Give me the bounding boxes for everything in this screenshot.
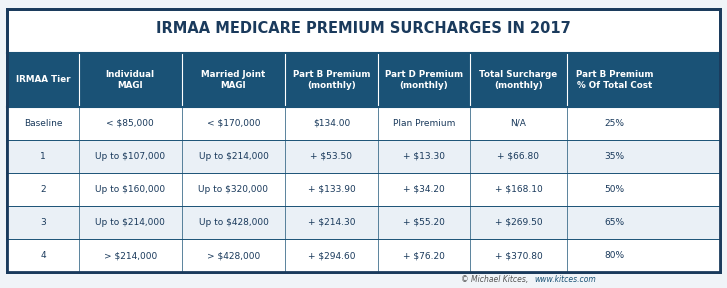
Text: 1: 1 bbox=[40, 152, 46, 161]
Text: www.kitces.com: www.kitces.com bbox=[534, 275, 596, 285]
Text: Up to $320,000: Up to $320,000 bbox=[198, 185, 268, 194]
Text: 3: 3 bbox=[40, 218, 46, 227]
Text: 65%: 65% bbox=[605, 218, 624, 227]
Text: + $294.60: + $294.60 bbox=[308, 251, 356, 260]
Text: 50%: 50% bbox=[605, 185, 624, 194]
Text: Individual
MAGI: Individual MAGI bbox=[105, 70, 155, 90]
Text: Baseline: Baseline bbox=[24, 119, 62, 128]
Text: 25%: 25% bbox=[605, 119, 624, 128]
Text: 80%: 80% bbox=[605, 251, 624, 260]
Text: 35%: 35% bbox=[605, 152, 624, 161]
Text: Total Surcharge
(monthly): Total Surcharge (monthly) bbox=[479, 70, 558, 90]
Text: Married Joint
MAGI: Married Joint MAGI bbox=[201, 70, 265, 90]
Text: Part D Premium
(monthly): Part D Premium (monthly) bbox=[385, 70, 463, 90]
FancyBboxPatch shape bbox=[7, 239, 720, 272]
FancyBboxPatch shape bbox=[7, 107, 720, 140]
Text: Up to $214,000: Up to $214,000 bbox=[95, 218, 165, 227]
Text: Up to $107,000: Up to $107,000 bbox=[95, 152, 165, 161]
Text: + $214.30: + $214.30 bbox=[308, 218, 356, 227]
Text: + $370.80: + $370.80 bbox=[494, 251, 542, 260]
Text: © Michael Kitces,: © Michael Kitces, bbox=[461, 275, 531, 285]
Text: + $53.50: + $53.50 bbox=[310, 152, 353, 161]
Text: $134.00: $134.00 bbox=[313, 119, 350, 128]
Text: Part B Premium
% Of Total Cost: Part B Premium % Of Total Cost bbox=[576, 70, 654, 90]
Text: + $34.20: + $34.20 bbox=[403, 185, 445, 194]
Text: N/A: N/A bbox=[510, 119, 526, 128]
Text: + $168.10: + $168.10 bbox=[494, 185, 542, 194]
Text: + $76.20: + $76.20 bbox=[403, 251, 445, 260]
Text: 4: 4 bbox=[40, 251, 46, 260]
Text: < $170,000: < $170,000 bbox=[206, 119, 260, 128]
Text: + $66.80: + $66.80 bbox=[497, 152, 539, 161]
Text: + $133.90: + $133.90 bbox=[308, 185, 356, 194]
FancyBboxPatch shape bbox=[7, 140, 720, 173]
Text: Up to $214,000: Up to $214,000 bbox=[198, 152, 268, 161]
FancyBboxPatch shape bbox=[7, 9, 720, 272]
Text: + $269.50: + $269.50 bbox=[494, 218, 542, 227]
Text: + $13.30: + $13.30 bbox=[403, 152, 445, 161]
Text: > $428,000: > $428,000 bbox=[207, 251, 260, 260]
Text: IRMAA Tier: IRMAA Tier bbox=[16, 75, 70, 84]
Text: > $214,000: > $214,000 bbox=[103, 251, 157, 260]
Text: 2: 2 bbox=[40, 185, 46, 194]
Text: < $85,000: < $85,000 bbox=[106, 119, 154, 128]
Text: Up to $160,000: Up to $160,000 bbox=[95, 185, 165, 194]
FancyBboxPatch shape bbox=[7, 53, 720, 107]
Text: Part B Premium
(monthly): Part B Premium (monthly) bbox=[293, 70, 370, 90]
FancyBboxPatch shape bbox=[7, 173, 720, 206]
Text: IRMAA MEDICARE PREMIUM SURCHARGES IN 2017: IRMAA MEDICARE PREMIUM SURCHARGES IN 201… bbox=[156, 20, 571, 36]
FancyBboxPatch shape bbox=[7, 206, 720, 239]
Text: Up to $428,000: Up to $428,000 bbox=[198, 218, 268, 227]
Text: + $55.20: + $55.20 bbox=[403, 218, 445, 227]
Text: Plan Premium: Plan Premium bbox=[393, 119, 455, 128]
